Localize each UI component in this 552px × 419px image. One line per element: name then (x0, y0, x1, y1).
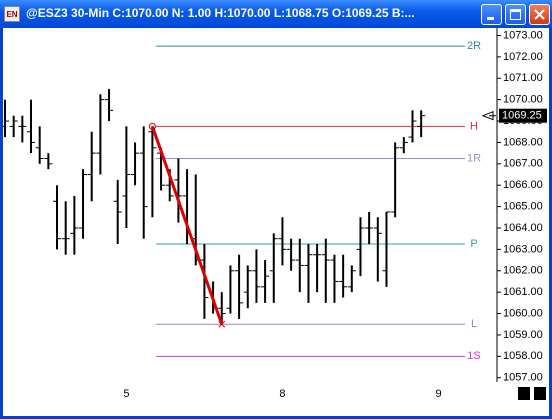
y-tick-label: 1068.00 (503, 136, 543, 148)
trendline-anchor (218, 320, 226, 328)
level-label: H (470, 120, 478, 132)
y-tick-label: 1070.00 (503, 94, 543, 106)
window-icon: EN (4, 6, 20, 22)
y-tick-label: 1071.00 (503, 72, 543, 84)
title-bar: EN @ESZ3 30-Min C:1070.00 N: 1.00 H:1070… (0, 0, 552, 28)
y-tick-label: 1061.00 (503, 286, 543, 298)
scroll-button[interactable] (534, 387, 546, 400)
trendline (150, 125, 224, 325)
last-price-box (499, 108, 547, 123)
chart: 1057.00 1058.00 1059.00 1060.00 1061.00 1062.… (3, 28, 549, 416)
y-tick-label: 1065.00 (503, 201, 543, 213)
close-icon (534, 9, 545, 20)
y-tick-label: 1059.00 (503, 329, 543, 341)
x-tick-label: 9 (435, 388, 441, 400)
y-tick-label: 1063.00 (503, 243, 543, 255)
level-label: 1R (467, 152, 481, 164)
scroll-button[interactable] (518, 387, 530, 400)
x-tick-label: 8 (279, 388, 285, 400)
chart-background (3, 28, 549, 416)
y-tick-label: 1062.00 (503, 265, 543, 277)
y-tick-label: 1057.00 (503, 372, 543, 384)
y-tick-label: 1064.00 (503, 222, 543, 234)
level-label: 2R (467, 40, 481, 52)
last-price-label: 1069.25 (502, 110, 542, 122)
y-tick-label: 1067.00 (503, 158, 543, 170)
y-tick-label: 1066.00 (503, 179, 543, 191)
maximize-button[interactable] (505, 4, 526, 25)
y-tick-label: 1072.00 (503, 51, 543, 63)
last-price-arrow (481, 110, 496, 121)
trendline-anchor (148, 122, 156, 130)
y-tick-label: 1058.00 (503, 350, 543, 362)
level-label: 1S (467, 350, 480, 362)
close-button[interactable] (529, 4, 550, 25)
window-title: @ESZ3 30-Min C:1070.00 N: 1.00 H:1070.00… (26, 6, 415, 20)
x-tick-label: 5 (123, 388, 129, 400)
minimize-button[interactable] (481, 4, 502, 25)
level-label: L (471, 318, 477, 330)
y-tick-label: 1060.00 (503, 307, 543, 319)
y-tick-label: 1073.00 (503, 29, 543, 41)
level-label: P (470, 238, 477, 250)
